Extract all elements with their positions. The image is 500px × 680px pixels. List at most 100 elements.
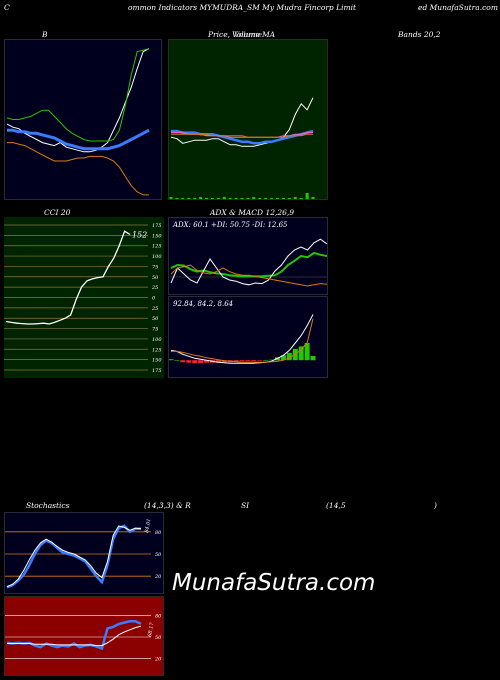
price-volume-bar: [222, 197, 226, 199]
price-volume-bar: [216, 198, 220, 199]
price-volume-bar: [299, 198, 303, 199]
bollinger-lower-line: [7, 142, 149, 196]
stochastics-d-line: [6, 525, 142, 588]
volume-label-a: Volume: [232, 30, 261, 39]
macd-histogram-bar: [257, 360, 263, 361]
rsi-value-label: 68.17: [147, 621, 156, 637]
cci-tick-label: 75: [152, 264, 158, 270]
price-volume-bar: [234, 198, 238, 199]
macd-readout: 92.84, 84.2, 8.64: [173, 300, 234, 308]
adx-plus_di-line: [170, 238, 327, 286]
adx-adx-line: [170, 251, 327, 278]
cci-panel: 175 150 125 100 75 50 25 0 25 50 75 100 125 150 175 152: [4, 217, 164, 378]
price-volume-bar: [293, 197, 297, 199]
cci-tick-label: 25: [151, 306, 158, 312]
cci-tick-label: 75: [152, 327, 158, 333]
price_ma-price-line: [170, 97, 314, 147]
macd-histogram-bar: [204, 360, 209, 363]
bollinger-panel: [4, 39, 162, 200]
price-volume-bar: [270, 198, 274, 199]
bollinger-chart: [6, 48, 150, 196]
macd-histogram-bar: [298, 346, 304, 361]
stochastics-k-line: [6, 524, 141, 589]
macd-histogram-bar: [239, 360, 245, 362]
price-volume-bar: [169, 197, 173, 199]
adx-readout: ADX: 60.1 +DI: 50.75 -DI: 12.65: [173, 221, 288, 229]
stoch-tick-label: 80: [155, 530, 162, 536]
macd-histogram-bar: [263, 360, 269, 361]
cci-tick-label: 150: [152, 358, 162, 364]
header-right: ed MunafaSutra.com: [418, 3, 498, 12]
cci-tick-label: 125: [152, 347, 162, 353]
cci-tick-label: 175: [152, 223, 162, 229]
adx-minus_di-line: [170, 264, 327, 287]
rsi-rsi-line: [6, 619, 142, 651]
price-volume-bar: [276, 198, 279, 199]
rsi-params-close: ): [434, 501, 437, 510]
adx-panel: ADX: 60.1 +DI: 50.75 -DI: 12.65: [168, 217, 328, 295]
price-volume-bar: [252, 197, 256, 199]
rsi-tick-label: 50: [155, 635, 162, 641]
macd-histogram-bar: [280, 355, 286, 361]
cci-tick-label: 25: [151, 285, 158, 291]
price_ma-ma_orange-line: [171, 133, 313, 138]
cci-chart: 175 150 125 100 75 50 25 0 25 50 75 100 125 150 175 152: [4, 223, 162, 374]
price-volume-bar: [311, 197, 315, 199]
rsi-tick-label: 20: [154, 657, 162, 663]
price-volume-bar: [281, 198, 285, 199]
cci-value-label: 152: [132, 231, 147, 240]
price-volume-bar: [264, 198, 268, 199]
cci-cci-line: [5, 230, 131, 325]
stochastics-panel: 80 50 20 84.01: [4, 512, 164, 594]
stoch-value-label: 84.01: [144, 518, 152, 533]
cci-tick-label: 100: [152, 337, 162, 343]
header-title: ommon Indicators MYMUDRA_SM My Mudra Fin…: [128, 3, 357, 12]
macd-histogram-bar: [186, 360, 192, 363]
macd-panel: 92.84, 84.2, 8.64: [168, 296, 328, 378]
price-volume-bar: [228, 198, 232, 199]
bollinger-price-line: [6, 48, 150, 153]
price-volume-bar: [210, 198, 214, 199]
macd-histogram-bar: [310, 356, 316, 361]
macd-histogram-bar: [233, 360, 239, 362]
price-volume-bar: [240, 198, 244, 199]
stoch-tick-label: 50: [155, 552, 162, 558]
rsi-tick-label: 80: [155, 613, 162, 619]
bollinger-middle-line: [7, 128, 150, 151]
price-volume-bar: [246, 198, 250, 199]
bollinger-upper-line: [6, 48, 150, 142]
rsi-panel: 80 50 20 68.17: [4, 596, 164, 676]
price-volume-bar: [287, 198, 291, 199]
macd-histogram-bar: [304, 343, 310, 361]
macd-histogram-bar: [192, 360, 198, 364]
ma-label: MA: [262, 30, 276, 39]
macd-histogram-bar: [286, 352, 292, 361]
macd-histogram-bar: [169, 359, 174, 361]
cci-tick-label: 125: [152, 244, 162, 250]
macd-histogram-bar: [245, 360, 251, 362]
macd-signal-line: [171, 318, 314, 363]
header-left: C: [4, 3, 10, 12]
stoch-params-label: (14,3,3) & R: [144, 501, 191, 510]
price-volume-bar: [305, 193, 309, 199]
price-volume-bar: [205, 198, 208, 199]
macd-chart: [169, 314, 316, 364]
cci-tick-label: 50: [152, 316, 159, 322]
cci-tick-label: 0: [152, 296, 156, 302]
volume-label-b: Volume: [234, 30, 263, 39]
bollinger-label: B: [42, 30, 48, 39]
macd-histogram-bar: [251, 360, 257, 362]
macd-histogram-bar: [174, 360, 180, 361]
adx-chart: [169, 238, 327, 287]
macd-macd-line: [170, 314, 314, 364]
macd-histogram-bar: [180, 360, 186, 363]
bands-label: Bands 20,2: [398, 30, 441, 39]
rsi-chart: 80 50 20 68.17: [5, 613, 162, 663]
adx-macd-label: ADX & MACD 12,26,9: [210, 208, 295, 217]
price-label: Price,: [208, 30, 231, 39]
price-volume-bar: [187, 198, 191, 199]
price-ma-chart: [169, 97, 315, 199]
price-volume-bar: [193, 198, 197, 199]
macd-histogram-bar: [215, 360, 221, 363]
cci-label: CCI 20: [44, 208, 71, 217]
